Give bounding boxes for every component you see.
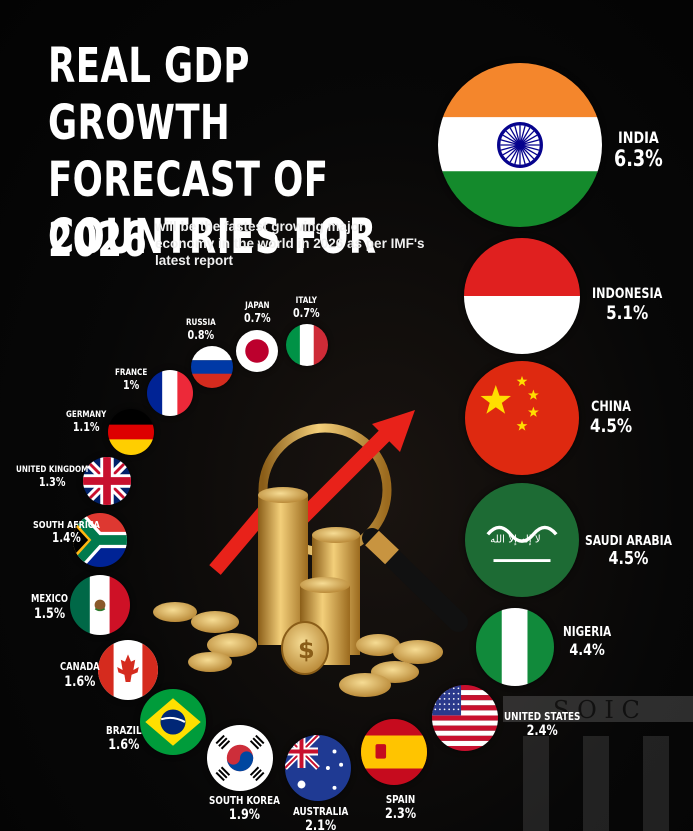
country-name: NIGERIA [563,625,612,640]
country-name: SOUTH AFRICA [33,520,100,531]
country-label: MEXICO 1.5% [31,593,68,622]
country-label: RUSSIA 0.8% [186,318,216,343]
gdp-growth-value: 2.1% [305,818,337,831]
country-name: SOUTH KOREA [209,794,280,807]
country-name: CHINA [591,399,631,415]
country-label: SPAIN 2.3% [385,793,416,822]
country-name: GERMANY [66,410,107,420]
indonesia-flag [464,238,580,354]
country-label: FRANCE 1% [115,368,147,393]
gdp-growth-value: 1.6% [108,737,140,754]
country-name: MEXICO [31,593,69,605]
country-name: UNITED STATES [504,710,581,723]
gdp-growth-value: 4.5% [590,414,633,437]
india-flag [438,63,602,227]
nigeria-flag [476,608,554,686]
gdp-growth-value: 1.5% [33,605,66,622]
country-name: FRANCE [115,368,148,378]
country-name: INDONESIA [592,286,663,302]
gdp-growth-value: 2.3% [385,806,417,823]
gdp-growth-value: 4.5% [608,548,649,570]
country-name: BRAZIL [106,724,142,737]
gdp-growth-value: 2.4% [526,723,558,740]
country-label: INDONESIA 5.1% [592,286,662,325]
building-watermark-icon: S O I C [503,696,693,831]
gdp-growth-value: 4.4% [569,639,605,659]
gdp-growth-value: 0.7% [244,310,271,325]
russia-flag [191,346,233,388]
country-label: NIGERIA 4.4% [563,625,611,659]
gdp-growth-value: 6.3% [614,147,663,173]
country-name: ITALY [295,296,317,306]
country-name: INDIA [618,128,659,147]
subtitle: will be the fastest growing major econom… [155,219,425,268]
country-name: JAPAN [245,301,270,311]
country-name: SPAIN [385,793,416,806]
country-label: JAPAN 0.7% [244,301,271,326]
country-name: CANADA [60,661,100,673]
title-year: 2026 [48,212,147,268]
country-label: CANADA 1.6% [60,661,100,690]
canada-flag [98,640,158,700]
country-label: UNITED STATES 2.4% [504,710,580,739]
gdp-growth-value: 1.1% [72,419,100,434]
gdp-growth-value: 1.4% [52,531,81,546]
country-name: AUSTRALIA [293,805,349,818]
gdp-growth-value: 0.8% [187,327,215,342]
country-label: AUSTRALIA 2.1% [293,805,348,831]
france-flag [147,370,193,416]
country-name: UNITED KINGDOM [16,465,89,475]
country-label: CHINA 4.5% [590,399,632,438]
country-name: SAUDI ARABIA [585,533,672,549]
spain-flag [361,719,427,785]
country-label: SOUTH AFRICA 1.4% [33,520,100,547]
svg-text:S O I C: S O I C [553,696,640,724]
country-label: INDIA 6.3% [614,128,663,173]
country-label: SOUTH KOREA 1.9% [209,794,280,823]
country-label: ITALY 0.7% [293,296,320,321]
gdp-growth-value: 5.1% [606,301,649,324]
united-states-flag [432,685,498,751]
brazil-flag [140,689,206,755]
japan-flag [236,330,278,372]
country-label: GERMANY 1.1% [66,410,106,435]
mexico-flag [70,575,130,635]
page-title: REAL GDP GROWTH FORECAST OF COUNTRIES FO… [48,38,377,265]
south-africa-flag [73,513,127,567]
gold-coins-icon: $ [153,487,443,697]
country-label: SAUDI ARABIA 4.5% [585,533,672,570]
china-flag [465,361,579,475]
coins-and-growth-illustration: $ [153,410,468,697]
germany-flag [108,409,154,455]
country-label: UNITED KINGDOM 1.3% [16,465,88,490]
gdp-growth-value: 1.6% [64,673,96,690]
gdp-growth-value: 0.7% [293,305,320,320]
gdp-growth-value: 1.9% [228,807,260,824]
south-korea-flag [207,725,273,791]
country-name: RUSSIA [186,318,216,328]
country-label: BRAZIL 1.6% [106,724,142,753]
saudi-arabia-flag: لا إله إلا الله [465,483,579,597]
svg-text:لا إله إلا الله: لا إله إلا الله [490,533,541,545]
gdp-growth-value: 1% [122,377,140,392]
united-kingdom-flag [83,457,131,505]
gdp-growth-value: 1.3% [38,474,66,489]
svg-text:$: $ [298,636,315,664]
australia-flag [285,735,351,801]
italy-flag [286,324,328,366]
